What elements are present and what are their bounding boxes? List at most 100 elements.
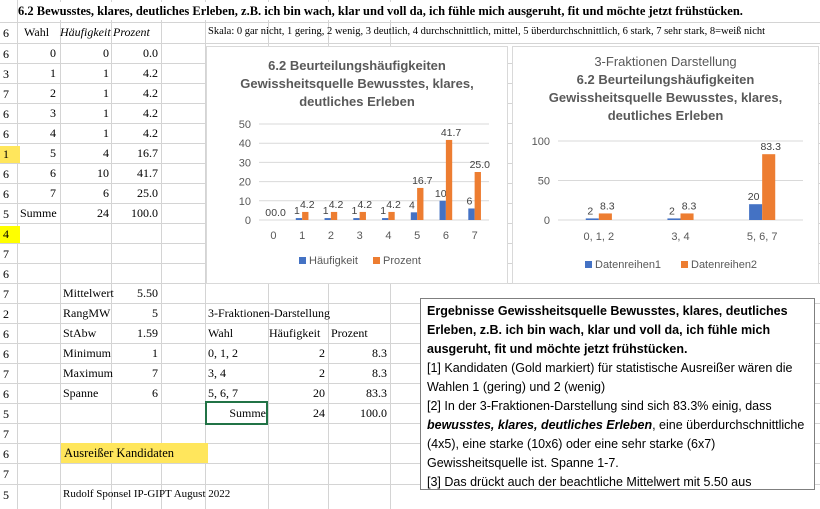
table-cell-wahl[interactable]: 0 bbox=[50, 46, 56, 60]
table-cell-wahl[interactable]: 3 bbox=[50, 106, 56, 120]
results-point-2-emphasis: bewusstes, klares, deutliches Erleben bbox=[427, 418, 653, 432]
outlier-candidates-label[interactable]: Ausreißer Kandidaten bbox=[61, 443, 208, 463]
scale-text[interactable]: Skala: 0 gar nicht, 1 gering, 2 wenig, 3… bbox=[208, 26, 766, 37]
table2-cell-wahl[interactable]: 3, 4 bbox=[208, 366, 226, 380]
row-number: 3 bbox=[3, 67, 9, 81]
table-cell-wahl[interactable]: 6 bbox=[50, 166, 56, 180]
table-cell-wahl[interactable]: 2 bbox=[50, 86, 56, 100]
results-point-2-rest: , eine überdurchschnittliche (4x5), eine… bbox=[427, 418, 805, 470]
stat-value[interactable]: 6 bbox=[152, 386, 158, 400]
legend-label: Datenreihen1 bbox=[595, 259, 661, 271]
data-label: 1 bbox=[380, 205, 386, 217]
table-sum-haeufigkeit[interactable]: 24 bbox=[97, 206, 109, 220]
results-point-1: [1] Kandidaten (Gold markiert) für stati… bbox=[427, 361, 793, 394]
legend-swatch bbox=[585, 261, 592, 268]
table-cell-haeufigkeit[interactable]: 4 bbox=[103, 146, 109, 160]
table-cell-prozent[interactable]: 41.7 bbox=[137, 166, 158, 180]
data-label: 4.2 bbox=[329, 199, 344, 211]
table-cell-wahl[interactable]: 5 bbox=[50, 146, 56, 160]
table-cell-haeufigkeit[interactable]: 1 bbox=[103, 106, 109, 120]
data-label: 8.3 bbox=[682, 200, 697, 212]
table-cell-haeufigkeit[interactable]: 10 bbox=[97, 166, 109, 180]
table-cell-prozent[interactable]: 25.0 bbox=[137, 186, 158, 200]
stat-label[interactable]: Minimum bbox=[63, 346, 112, 360]
data-label: 1 bbox=[294, 205, 300, 217]
frequency-chart[interactable]: 6.2 Beurteilungshäufigkeiten Gewissheits… bbox=[206, 46, 508, 284]
data-label: 6 bbox=[467, 195, 473, 207]
bar bbox=[585, 218, 599, 220]
stat-label[interactable]: Maximum bbox=[63, 366, 113, 380]
table2-cell-haeufigkeit[interactable]: 2 bbox=[319, 346, 325, 360]
table-cell-prozent[interactable]: 0.0 bbox=[143, 46, 158, 60]
x-tick-label: 7 bbox=[472, 230, 478, 242]
table-cell-prozent[interactable]: 4.2 bbox=[143, 66, 158, 80]
stat-value[interactable]: 1 bbox=[152, 346, 158, 360]
table2-title[interactable]: 3-Fraktionen-Darstellung bbox=[208, 306, 330, 320]
stat-value[interactable]: 5 bbox=[152, 306, 158, 320]
results-point-2: [2] In der 3-Fraktionen-Darstellung sind… bbox=[427, 397, 808, 473]
y-tick-label: 40 bbox=[239, 138, 251, 150]
table2-sum-label[interactable]: Summe bbox=[205, 401, 268, 425]
bar bbox=[445, 139, 453, 220]
table-cell-haeufigkeit[interactable]: 1 bbox=[103, 126, 109, 140]
stat-label[interactable]: RangMW bbox=[63, 306, 111, 320]
table2-cell-haeufigkeit[interactable]: 2 bbox=[319, 366, 325, 380]
row-number: 7 bbox=[3, 87, 9, 101]
stat-label[interactable]: Mittelwert bbox=[63, 286, 114, 300]
x-tick-label: 5 bbox=[414, 230, 420, 242]
table-cell-haeufigkeit[interactable]: 6 bbox=[103, 186, 109, 200]
results-textbox[interactable]: Ergebnisse Gewissheitsquelle Bewusstes, … bbox=[420, 298, 815, 490]
data-label: 41.7 bbox=[441, 127, 462, 139]
bar bbox=[295, 218, 303, 220]
x-tick-label: 0 bbox=[270, 230, 276, 242]
table2-cell-prozent[interactable]: 8.3 bbox=[372, 346, 387, 360]
stat-label[interactable]: StAbw bbox=[63, 326, 97, 340]
y-tick-label: 20 bbox=[239, 177, 251, 189]
table-cell-haeufigkeit[interactable]: 0 bbox=[103, 46, 109, 60]
x-tick-label: 6 bbox=[443, 230, 449, 242]
table-header-wahl[interactable]: Wahl bbox=[24, 25, 50, 39]
data-label: 4 bbox=[409, 199, 415, 211]
table2-header-haeufigkeit[interactable]: Häufigkeit bbox=[269, 326, 321, 340]
table2-cell-prozent[interactable]: 83.3 bbox=[366, 386, 387, 400]
table2-cell-wahl[interactable]: 0, 1, 2 bbox=[208, 346, 238, 360]
table-cell-wahl[interactable]: 4 bbox=[50, 126, 56, 140]
table-header-prozent[interactable]: Prozent bbox=[113, 25, 150, 39]
table-cell-prozent[interactable]: 16.7 bbox=[137, 146, 158, 160]
data-label: 2 bbox=[587, 205, 593, 217]
table-cell-prozent[interactable]: 4.2 bbox=[143, 106, 158, 120]
table-cell-prozent[interactable]: 4.2 bbox=[143, 126, 158, 140]
table-cell-wahl[interactable]: 1 bbox=[50, 66, 56, 80]
table2-cell-prozent[interactable]: 8.3 bbox=[372, 366, 387, 380]
table-sum-prozent[interactable]: 100.0 bbox=[131, 206, 158, 220]
results-point-3: [3] Das drückt auch der beachtliche Mitt… bbox=[427, 475, 752, 489]
stat-value[interactable]: 5.50 bbox=[137, 286, 158, 300]
bar bbox=[417, 187, 424, 220]
data-label: 25.0 bbox=[470, 159, 491, 171]
table-header-haeufigkeit[interactable]: Häufigkeit bbox=[60, 25, 111, 39]
three-fraction-chart[interactable]: 3-Fraktionen Darstellung 6.2 Beurteilung… bbox=[512, 46, 819, 284]
stat-value[interactable]: 1.59 bbox=[137, 326, 158, 340]
author-credit[interactable]: Rudolf Sponsel IP-GIPT August 2022 bbox=[63, 488, 231, 500]
table2-header-prozent[interactable]: Prozent bbox=[331, 326, 368, 340]
table2-sum-prozent[interactable]: 100.0 bbox=[360, 406, 387, 420]
stat-value[interactable]: 7 bbox=[152, 366, 158, 380]
table-sum-label[interactable]: Summe bbox=[20, 206, 57, 220]
table-cell-wahl[interactable]: 7 bbox=[50, 186, 56, 200]
bar bbox=[388, 211, 395, 220]
table2-cell-wahl[interactable]: 5, 6, 7 bbox=[208, 386, 238, 400]
data-label: 0 bbox=[265, 207, 271, 219]
stat-label[interactable]: Spanne bbox=[63, 386, 99, 400]
legend-swatch bbox=[681, 261, 688, 268]
data-label: 83.3 bbox=[760, 141, 781, 153]
table2-sum-haeufigkeit[interactable]: 24 bbox=[313, 406, 325, 420]
row-number: 7 bbox=[3, 367, 9, 381]
table2-cell-haeufigkeit[interactable]: 20 bbox=[313, 386, 325, 400]
table-cell-haeufigkeit[interactable]: 1 bbox=[103, 86, 109, 100]
table-cell-prozent[interactable]: 4.2 bbox=[143, 86, 158, 100]
bar bbox=[439, 200, 446, 220]
table2-header-wahl[interactable]: Wahl bbox=[208, 326, 234, 340]
y-tick-label: 50 bbox=[538, 176, 550, 188]
table-cell-haeufigkeit[interactable]: 1 bbox=[103, 66, 109, 80]
